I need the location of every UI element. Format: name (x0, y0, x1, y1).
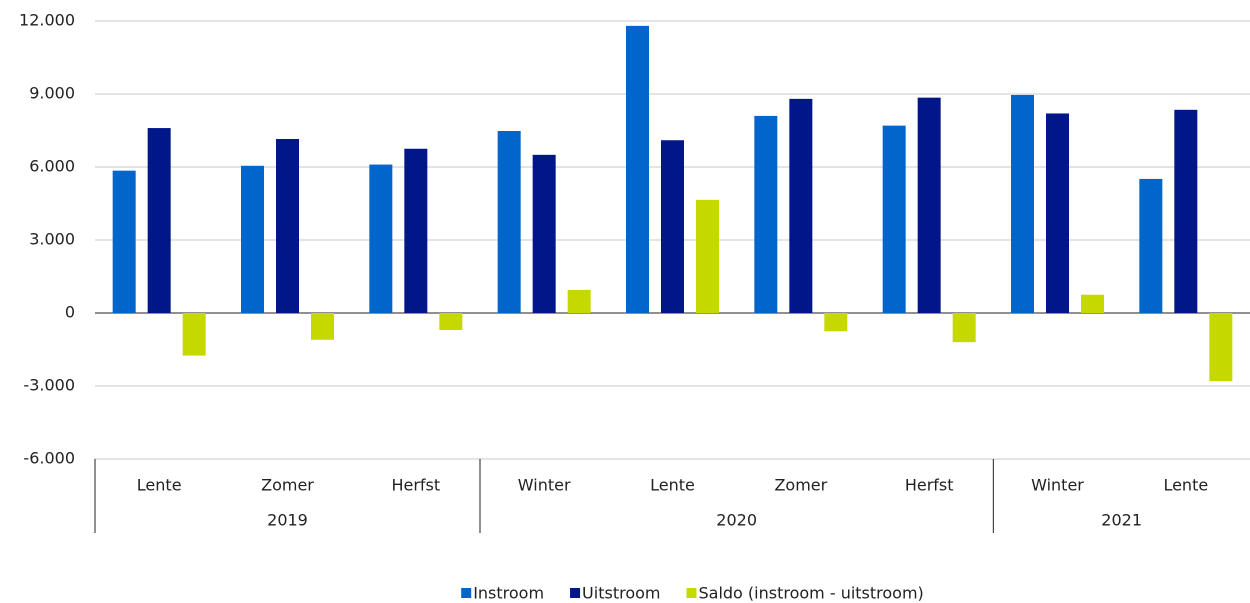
legend-label: Saldo (instroom - uitstroom) (698, 584, 923, 603)
bar (404, 148, 428, 313)
bar (147, 128, 171, 313)
bar (1081, 294, 1104, 313)
y-tick-label: 6.000 (29, 157, 75, 176)
y-tick-label: 9.000 (29, 84, 75, 103)
bar (661, 140, 684, 313)
bar (1174, 109, 1198, 313)
y-tick-label: 0 (65, 303, 75, 322)
group-label: 2019 (267, 511, 308, 530)
bar (439, 313, 463, 331)
bar (241, 165, 264, 313)
group-label: 2021 (1101, 511, 1142, 530)
bar (112, 170, 136, 313)
bar (532, 154, 556, 313)
bar (1209, 313, 1233, 382)
legend-swatch (461, 588, 472, 598)
bar (952, 313, 976, 343)
x-tick-label: Winter (518, 476, 571, 495)
legend-label: Uitstroom (582, 584, 660, 603)
x-tick-label: Winter (1031, 476, 1084, 495)
bar (497, 130, 521, 313)
bar (182, 313, 206, 356)
bar (1011, 94, 1034, 314)
bar (276, 139, 299, 313)
bar (369, 164, 393, 313)
bar (824, 313, 848, 332)
x-tick-label: Lente (650, 476, 695, 495)
bar (882, 125, 906, 313)
bar (754, 115, 778, 314)
legend-swatch (570, 588, 581, 598)
x-tick-label: Herfst (391, 476, 440, 495)
bar (696, 199, 719, 313)
y-tick-label: 12.000 (19, 11, 75, 30)
bar (917, 97, 941, 314)
y-tick-label: -6.000 (23, 449, 75, 468)
legend-swatch (686, 588, 697, 598)
bar (1139, 178, 1163, 313)
legend-label: Instroom (473, 584, 544, 603)
bar (567, 289, 591, 313)
x-tick-label: Zomer (774, 476, 827, 495)
bar (789, 98, 813, 313)
x-tick-label: Lente (1163, 476, 1208, 495)
x-tick-label: Herfst (905, 476, 954, 495)
bar (1046, 113, 1069, 313)
y-tick-label: -3.000 (23, 376, 75, 395)
x-tick-label: Lente (137, 476, 182, 495)
y-tick-label: 3.000 (29, 230, 75, 249)
bar (626, 25, 649, 313)
group-label: 2020 (716, 511, 757, 530)
x-tick-label: Zomer (261, 476, 314, 495)
bar (311, 313, 334, 340)
